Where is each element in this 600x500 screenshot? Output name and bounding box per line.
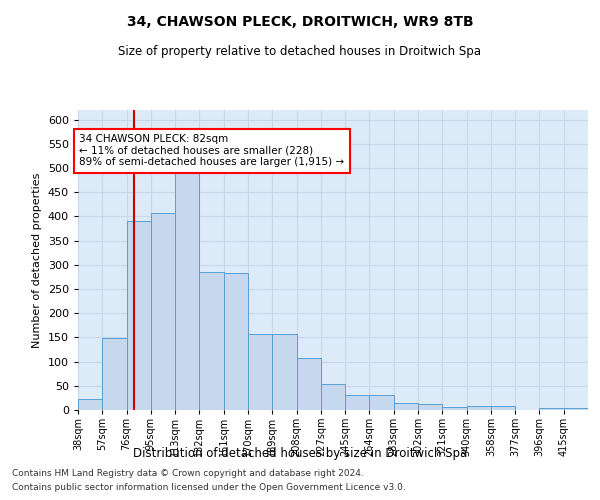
Bar	[467, 406, 491, 410]
Bar	[224, 272, 248, 410]
Y-axis label: Number of detached properties: Number of detached properties	[32, 172, 42, 348]
Bar	[78, 400, 102, 410]
Text: Contains public sector information licensed under the Open Government Licence v3: Contains public sector information licen…	[12, 484, 406, 492]
Bar	[539, 408, 564, 410]
Bar	[321, 384, 345, 410]
Bar	[175, 170, 199, 410]
Bar	[370, 396, 394, 410]
Bar	[102, 338, 127, 410]
Bar	[418, 404, 442, 410]
Text: Distribution of detached houses by size in Droitwich Spa: Distribution of detached houses by size …	[133, 448, 467, 460]
Bar	[394, 402, 418, 410]
Bar	[564, 408, 588, 410]
Bar	[272, 334, 296, 410]
Text: 34, CHAWSON PLECK, DROITWICH, WR9 8TB: 34, CHAWSON PLECK, DROITWICH, WR9 8TB	[127, 15, 473, 29]
Bar	[345, 396, 370, 410]
Text: 34 CHAWSON PLECK: 82sqm
← 11% of detached houses are smaller (228)
89% of semi-d: 34 CHAWSON PLECK: 82sqm ← 11% of detache…	[79, 134, 344, 168]
Bar	[491, 406, 515, 410]
Bar	[127, 222, 151, 410]
Text: Size of property relative to detached houses in Droitwich Spa: Size of property relative to detached ho…	[119, 45, 482, 58]
Bar	[151, 212, 175, 410]
Bar	[296, 358, 321, 410]
Bar	[442, 406, 467, 410]
Bar	[248, 334, 272, 410]
Text: Contains HM Land Registry data © Crown copyright and database right 2024.: Contains HM Land Registry data © Crown c…	[12, 468, 364, 477]
Bar	[199, 272, 224, 410]
